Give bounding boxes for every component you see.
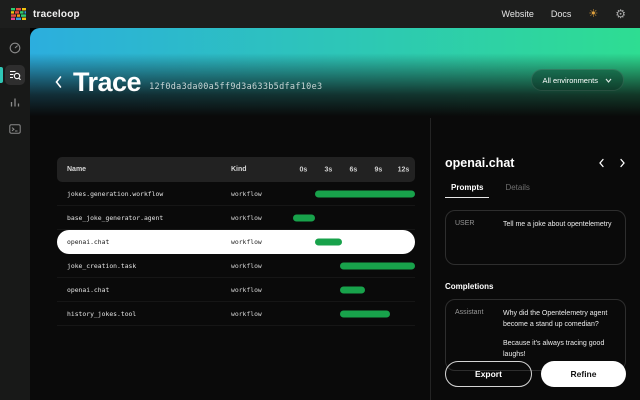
table-row[interactable]: history_jokes.tool workflow [57, 302, 415, 326]
timeline-tick: 3s [324, 166, 333, 173]
column-header-name: Name [67, 166, 87, 173]
export-button[interactable]: Export [445, 361, 532, 387]
trace-id: 12f0da3da00a5ff9d3a633b5dfaf10e3 [149, 82, 323, 92]
detail-tabs: Prompts Details [445, 183, 626, 198]
sidebar-item-dashboard[interactable] [5, 38, 25, 58]
span-kind: workflow [231, 189, 262, 198]
main-panel: Trace 12f0da3da00a5ff9d3a633b5dfaf10e3 A… [30, 28, 640, 400]
traceloop-logo-icon [11, 8, 26, 20]
trace-hero-header: Trace 12f0da3da00a5ff9d3a633b5dfaf10e3 A… [30, 28, 640, 118]
column-header-kind: Kind [231, 166, 247, 173]
environment-selector-value: All environments [542, 75, 598, 85]
table-row[interactable]: jokes.generation.workflow workflow [57, 182, 415, 206]
span-timeline [293, 206, 415, 229]
timeline-tick: 12s [397, 166, 410, 173]
duration-bar [339, 262, 415, 269]
span-timeline [293, 182, 415, 205]
span-table-area: Name Kind 0s 3s 6s 9s 12s jokes.generation.w… [30, 118, 430, 400]
settings-gear-icon[interactable]: ⚙ [615, 7, 626, 21]
span-timeline [293, 302, 415, 325]
brand[interactable]: traceloop [0, 7, 80, 21]
duration-bar [293, 214, 315, 221]
table-row[interactable]: openai.chat workflow [57, 230, 415, 254]
page-title: Trace [73, 66, 142, 97]
message-role: Assistant [455, 309, 484, 316]
span-kind: workflow [231, 237, 262, 246]
duration-bar [314, 190, 415, 197]
console-icon [9, 124, 21, 134]
span-name: base_joke_generator.agent [67, 213, 164, 222]
chevron-left-icon [55, 76, 62, 88]
assistant-lines: Why did the Opentelemetry agent become a… [503, 309, 616, 361]
sidebar-item-traces[interactable] [0, 65, 25, 85]
chevron-right-icon [620, 158, 625, 168]
span-name: jokes.generation.workflow [67, 189, 164, 198]
chevron-left-icon [599, 158, 604, 168]
span-name: openai.chat [67, 237, 110, 246]
timeline-tick: 6s [349, 166, 358, 173]
duration-bar [314, 238, 342, 245]
bar-chart-icon [10, 98, 20, 107]
span-kind: workflow [231, 261, 262, 270]
span-name: openai.chat [67, 285, 110, 294]
duration-bar [339, 286, 365, 293]
left-sidebar [0, 28, 30, 400]
brand-name: traceloop [33, 8, 80, 20]
span-timeline [293, 230, 415, 253]
table-row[interactable]: base_joke_generator.agent workflow [57, 206, 415, 230]
message-role: USER [455, 220, 475, 227]
completion-line: Because it's always tracing good laughs! [503, 339, 605, 358]
refine-button[interactable]: Refine [541, 361, 626, 387]
environment-selector[interactable]: All environments [530, 69, 624, 91]
next-span-button[interactable] [619, 158, 626, 168]
website-link[interactable]: Website [501, 9, 534, 19]
timeline-tick: 9s [374, 166, 383, 173]
table-header: Name Kind 0s 3s 6s 9s 12s [57, 157, 415, 182]
tab-details[interactable]: Details [505, 183, 530, 192]
completion-line: Why did the Opentelemetry agent become a… [503, 310, 608, 328]
timeline-tick: 0s [299, 166, 308, 173]
timeline-ticks: 0s 3s 6s 9s 12s [293, 157, 415, 182]
span-name: joke_creation.task [67, 261, 137, 270]
theme-toggle-sun-icon[interactable]: ☀ [588, 7, 599, 20]
active-nav-indicator [0, 67, 3, 83]
span-timeline [293, 278, 415, 301]
span-detail-title: openai.chat [445, 156, 515, 170]
tab-prompts[interactable]: Prompts [445, 183, 490, 198]
sidebar-item-console[interactable] [5, 119, 25, 139]
span-timeline [293, 254, 415, 277]
prev-span-button[interactable] [598, 158, 605, 168]
top-bar: traceloop Website Docs ☀ ⚙ [0, 0, 640, 28]
prompt-message: USER Tell me a joke about opentelemetry [445, 210, 626, 265]
span-kind: workflow [231, 213, 262, 222]
span-kind: workflow [231, 309, 262, 318]
trace-search-icon [10, 70, 21, 81]
chevron-down-icon [605, 78, 612, 83]
span-table: Name Kind 0s 3s 6s 9s 12s jokes.generation.w… [57, 157, 415, 326]
sidebar-item-analytics[interactable] [5, 92, 25, 112]
span-detail-panel: openai.chat Prompts Detai [430, 118, 640, 400]
span-name: history_jokes.tool [67, 309, 137, 318]
gauge-icon [9, 42, 21, 54]
span-kind: workflow [231, 285, 262, 294]
table-row[interactable]: openai.chat workflow [57, 278, 415, 302]
message-text: Tell me a joke about opentelemetry [503, 221, 612, 228]
back-button[interactable] [54, 75, 63, 89]
completion-message: Assistant Why did the Opentelemetry agen… [445, 299, 626, 371]
duration-bar [339, 310, 390, 317]
completions-heading: Completions [445, 282, 494, 291]
table-row[interactable]: joke_creation.task workflow [57, 254, 415, 278]
trace-rows: jokes.generation.workflow workflow base_… [57, 182, 415, 326]
docs-link[interactable]: Docs [550, 9, 572, 19]
